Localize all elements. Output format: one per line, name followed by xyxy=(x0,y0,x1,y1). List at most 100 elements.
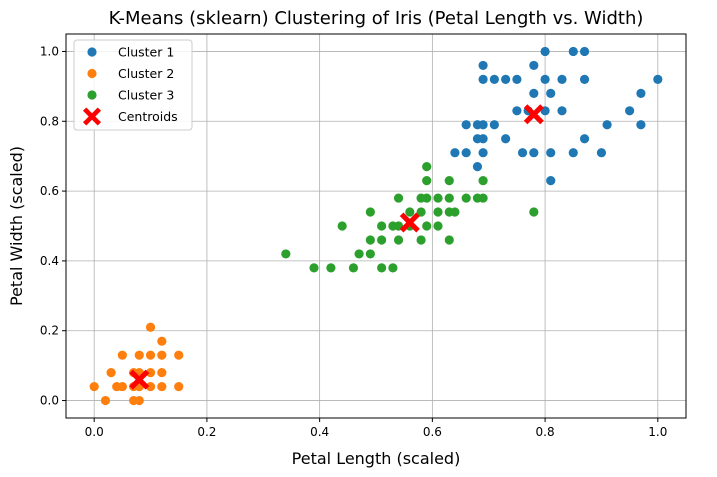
data-point xyxy=(405,207,415,217)
axis-ticks: 0.0 0.2 0.4 0.6 0.8 1.0 0.0 0.2 0.4 0.6 0.8 1.0 xyxy=(40,44,667,439)
data-point xyxy=(174,381,184,392)
data-point xyxy=(478,134,488,144)
data-point xyxy=(529,88,539,98)
data-point xyxy=(117,381,127,392)
series-centroids xyxy=(129,104,544,390)
data-point xyxy=(546,148,556,158)
data-point xyxy=(579,46,590,57)
data-point xyxy=(636,88,646,98)
data-point xyxy=(145,350,156,360)
data-point xyxy=(354,249,364,259)
data-point xyxy=(579,134,590,144)
data-point xyxy=(444,193,454,203)
x-tick-label: 0.6 xyxy=(423,425,442,439)
data-point xyxy=(174,350,184,360)
data-point xyxy=(529,148,539,158)
y-tick-label: 0.4 xyxy=(40,254,59,268)
data-point xyxy=(100,395,111,406)
data-point xyxy=(281,249,291,259)
data-point xyxy=(596,148,607,158)
series-cluster-1 xyxy=(450,46,663,186)
series-cluster-2 xyxy=(89,322,184,406)
y-tick-label: 0.8 xyxy=(40,114,59,128)
legend-label: Cluster 1 xyxy=(118,45,174,60)
data-point xyxy=(422,221,432,231)
data-point xyxy=(433,207,443,217)
data-point xyxy=(145,322,156,332)
x-tick-label: 0.0 xyxy=(85,425,104,439)
legend-marker xyxy=(87,68,97,79)
data-point xyxy=(117,350,127,360)
data-point xyxy=(365,207,375,217)
data-point xyxy=(636,120,646,130)
data-point xyxy=(422,162,432,172)
data-point xyxy=(529,60,539,71)
data-point xyxy=(540,74,550,84)
data-point xyxy=(89,381,99,392)
legend-label: Cluster 3 xyxy=(118,88,174,103)
data-point xyxy=(450,207,460,217)
data-point xyxy=(461,120,471,130)
data-point xyxy=(309,263,319,273)
data-point xyxy=(365,249,375,259)
series-cluster-3 xyxy=(281,162,539,273)
data-point xyxy=(478,193,488,203)
plot-frame xyxy=(65,33,687,419)
data-point xyxy=(461,148,471,158)
y-tick-label: 0.0 xyxy=(40,394,59,408)
data-point xyxy=(489,120,499,130)
data-point xyxy=(134,395,144,406)
data-point xyxy=(377,235,387,245)
data-point xyxy=(157,350,167,360)
data-point xyxy=(326,263,336,273)
data-point xyxy=(653,74,663,84)
y-tick-label: 0.2 xyxy=(40,324,59,338)
data-point xyxy=(568,46,578,57)
data-point xyxy=(134,350,144,360)
data-point xyxy=(540,46,550,57)
data-point xyxy=(157,336,167,346)
legend-marker xyxy=(87,90,97,100)
data-point xyxy=(450,148,460,158)
data-point xyxy=(517,148,528,158)
data-point xyxy=(337,221,347,231)
data-point xyxy=(416,207,426,217)
data-point xyxy=(546,88,556,98)
data-points xyxy=(89,46,663,406)
data-point xyxy=(388,263,398,273)
data-point xyxy=(478,120,488,130)
data-point xyxy=(157,381,167,392)
data-point xyxy=(422,176,432,186)
data-point xyxy=(625,106,635,116)
x-tick-label: 0.2 xyxy=(197,425,216,439)
centroid-marker xyxy=(399,212,420,233)
data-point xyxy=(568,148,578,158)
legend-label: Cluster 2 xyxy=(118,66,174,81)
data-point xyxy=(579,74,590,84)
data-point xyxy=(602,120,612,130)
data-point xyxy=(444,176,454,186)
data-point xyxy=(557,106,567,116)
y-tick-label: 1.0 xyxy=(40,44,59,58)
data-point xyxy=(444,235,454,245)
data-point xyxy=(393,193,404,203)
data-point xyxy=(478,176,488,186)
data-point xyxy=(557,74,567,84)
data-point xyxy=(416,235,426,245)
data-point xyxy=(501,134,511,144)
data-point xyxy=(472,162,483,172)
data-point xyxy=(145,381,156,392)
data-point xyxy=(145,368,156,378)
x-tick-label: 1.0 xyxy=(648,425,667,439)
data-point xyxy=(512,74,522,84)
data-point xyxy=(365,235,375,245)
data-point xyxy=(529,207,539,217)
data-point xyxy=(489,74,499,84)
data-point xyxy=(433,193,443,203)
legend-marker xyxy=(87,47,97,57)
legend-box xyxy=(73,39,193,131)
data-point xyxy=(433,221,443,231)
data-point xyxy=(377,263,387,273)
